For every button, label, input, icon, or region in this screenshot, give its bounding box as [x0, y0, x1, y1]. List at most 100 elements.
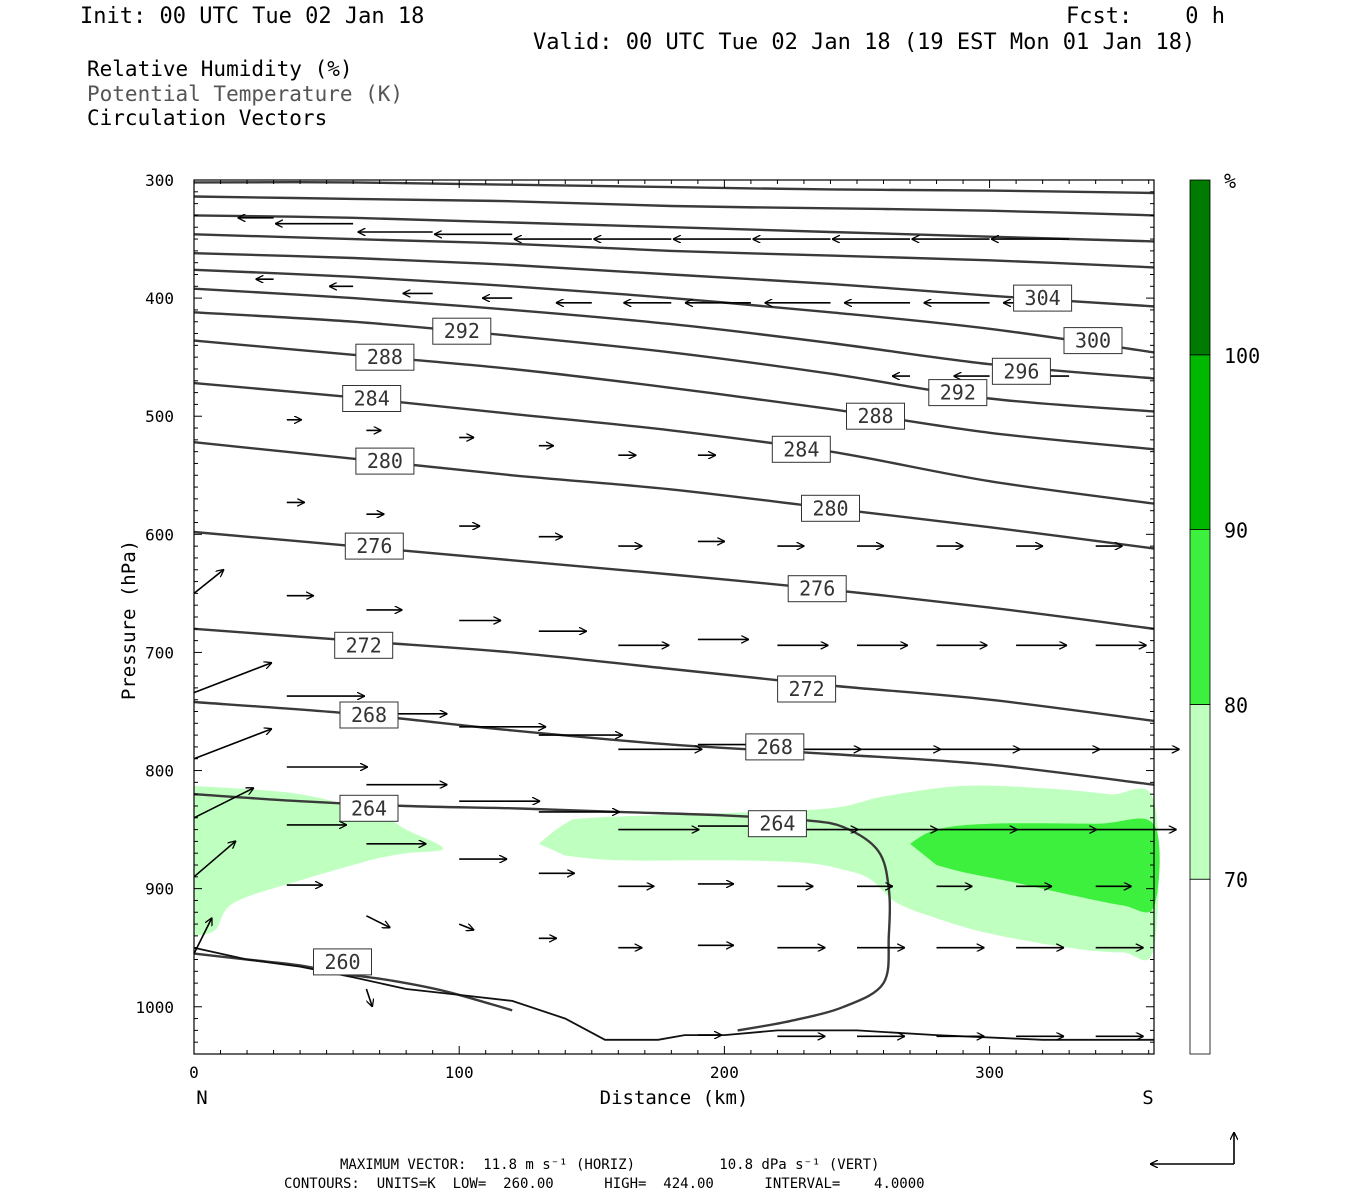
- contour-label-272: 272: [789, 677, 825, 701]
- valid-time: Valid: 00 UTC Tue 02 Jan 18 (19 EST Mon …: [533, 30, 1196, 55]
- contour-label-box: [355, 447, 415, 475]
- theta-contour-288: [193, 339, 1155, 451]
- colorbar-level-label: 90: [1224, 519, 1248, 543]
- contour-label-268: 268: [351, 703, 387, 727]
- theta-contour-300: [193, 268, 1155, 354]
- contour-label-box: [344, 532, 404, 560]
- contour-label-284: 284: [354, 387, 390, 411]
- colorbar-level-label: 80: [1224, 693, 1248, 717]
- contour-label-276: 276: [799, 577, 835, 601]
- x-tick-label: 200: [710, 1063, 739, 1082]
- colorbar: 70 80 90 100: [1189, 179, 1260, 1055]
- theta-contour-316: [193, 195, 1155, 217]
- x-tick-label: 100: [445, 1063, 474, 1082]
- circulation-vector: [365, 988, 372, 1007]
- x-axis-title: Distance (km): [600, 1087, 749, 1109]
- contour-label-292: 292: [444, 319, 480, 343]
- rh-shading: [194, 785, 1160, 961]
- y-tick-label: 1000: [135, 998, 174, 1017]
- contour-label-box: [339, 701, 399, 729]
- contour-labels: 304 300 296 292 292 288 288 284 284 280 280 276 276 2…: [313, 284, 1123, 976]
- contour-label-box: [355, 343, 415, 371]
- colorbar-level-label: 70: [1224, 868, 1248, 892]
- x-tick-label: 0: [189, 1063, 199, 1082]
- colorbar-swatch: [1189, 529, 1211, 705]
- footer-maximum-vector: MAXIMUM VECTOR: 11.8 m s⁻¹ (HORIZ) 10.8 …: [340, 1157, 880, 1173]
- reference-vector-icon: [1150, 1132, 1234, 1164]
- contour-label-box: [846, 402, 905, 430]
- circulation-vector: [193, 569, 224, 595]
- axes: 300 400 500 600 700 800 900 1000 0 100 200 300: [135, 171, 1154, 1082]
- contour-label-264: 264: [351, 796, 387, 820]
- contour-label-296: 296: [1003, 359, 1039, 383]
- contour-label-box: [339, 794, 399, 822]
- contour-label-box: [1013, 284, 1073, 312]
- y-tick-label: 700: [145, 643, 174, 662]
- contour-label-box: [1063, 327, 1123, 355]
- circulation-vector: [193, 841, 236, 878]
- contour-label-box: [787, 575, 847, 603]
- contour-label-284: 284: [783, 437, 819, 461]
- theta-contour-308: [193, 233, 1155, 269]
- contour-label-box: [991, 357, 1051, 385]
- colorbar-level-label: 100: [1224, 344, 1260, 368]
- contour-label-288: 288: [367, 345, 403, 369]
- contour-label-268: 268: [757, 735, 793, 759]
- contour-label-280: 280: [812, 496, 848, 520]
- theta-contour-268: [193, 700, 1155, 786]
- theta-contour-312: [193, 214, 1155, 243]
- y-tick-label: 600: [145, 525, 174, 544]
- contour-label-260: 260: [324, 950, 360, 974]
- theta-contour-320: [193, 181, 1155, 195]
- legend-potential-temperature: Potential Temperature (K): [87, 82, 404, 106]
- contour-label-292: 292: [940, 381, 976, 405]
- contour-label-box: [432, 317, 492, 345]
- y-tick-label: 900: [145, 880, 174, 899]
- rh-region-70: [194, 785, 444, 936]
- footer-contour-info: CONTOURS: UNITS=K LOW= 260.00 HIGH= 424.…: [284, 1176, 925, 1192]
- x-tick-label: 300: [975, 1063, 1004, 1082]
- forecast-hour: Fcst: 0 h: [1066, 4, 1225, 29]
- contour-label-box: [313, 948, 372, 976]
- colorbar-swatch: [1189, 878, 1211, 1055]
- contour-label-box: [801, 494, 860, 522]
- circulation-vector: [366, 915, 390, 929]
- legend-relative-humidity: Relative Humidity (%): [87, 57, 353, 81]
- x-end-label-south: S: [1142, 1087, 1153, 1109]
- contour-label-box: [342, 385, 402, 412]
- theta-contour-264: [193, 793, 892, 1032]
- contour-label-box: [745, 733, 805, 761]
- y-tick-label: 400: [145, 289, 174, 308]
- contour-label-box: [928, 379, 988, 407]
- contour-label-304: 304: [1025, 286, 1061, 310]
- contour-label-280: 280: [367, 449, 403, 473]
- x-end-label-north: N: [196, 1087, 207, 1109]
- init-time: Init: 00 UTC Tue 02 Jan 18: [80, 4, 425, 29]
- contour-label-288: 288: [857, 404, 893, 428]
- y-tick-label: 800: [145, 762, 174, 781]
- contour-label-300: 300: [1075, 329, 1111, 353]
- y-axis-title: Pressure (hPa): [118, 540, 140, 700]
- contour-label-276: 276: [356, 534, 392, 558]
- theta-contour-292: [193, 311, 1155, 413]
- y-tick-label: 500: [145, 407, 174, 426]
- theta-contour-304: [193, 252, 1155, 308]
- circulation-vector: [193, 663, 272, 694]
- contour-label-box: [747, 810, 807, 838]
- colorbar-swatch: [1189, 704, 1211, 880]
- theta-contour-296: [193, 287, 1155, 380]
- contour-label-box: [771, 435, 831, 463]
- legend-circulation-vectors: Circulation Vectors: [87, 106, 328, 130]
- circulation-vector: [458, 923, 474, 930]
- circulation-vector: [193, 787, 254, 819]
- colorbar-swatch: [1189, 179, 1211, 356]
- colorbar-unit: %: [1224, 169, 1236, 193]
- theta-contour-280: [193, 441, 1155, 550]
- theta-contour-276: [193, 530, 1155, 630]
- contour-label-box: [334, 631, 394, 659]
- colorbar-swatch: [1189, 354, 1211, 530]
- contour-label-264: 264: [759, 812, 795, 836]
- contour-label-box: [777, 675, 837, 703]
- y-tick-label: 300: [145, 171, 174, 190]
